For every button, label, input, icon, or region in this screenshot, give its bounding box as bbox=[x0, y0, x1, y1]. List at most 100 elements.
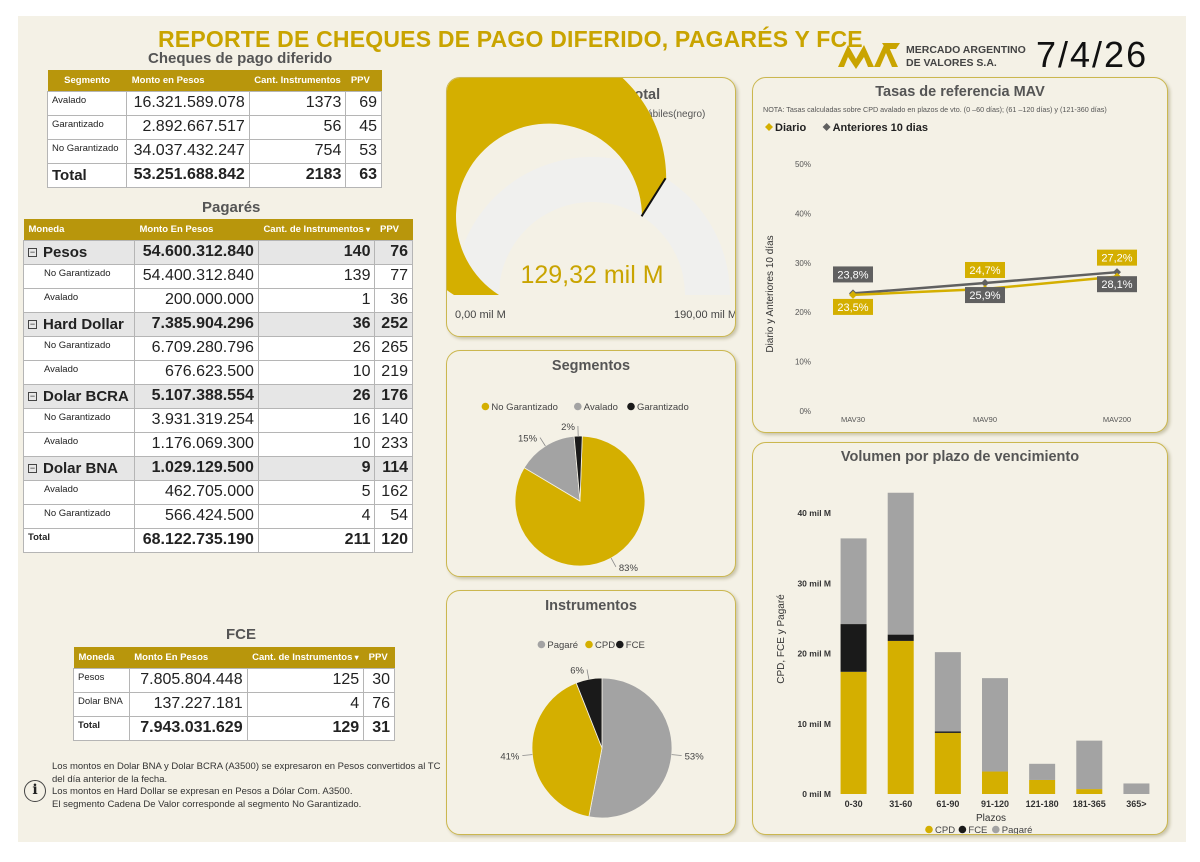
column-header: PPV bbox=[363, 647, 395, 668]
column-header: Monto En Pesos bbox=[134, 219, 259, 240]
row-label-text: No Garantizado bbox=[44, 339, 111, 351]
column-header: Moneda bbox=[23, 219, 135, 240]
x-tick-label: MAV30 bbox=[841, 415, 865, 424]
row-label: − Hard Dollar bbox=[22, 311, 136, 337]
collapse-icon[interactable]: − bbox=[28, 318, 37, 329]
pie-data-label: 41% bbox=[500, 752, 520, 763]
row-label-text: Pesos bbox=[78, 671, 105, 683]
cant-cell: 129 bbox=[246, 715, 365, 741]
ppv-cell: 54 bbox=[374, 503, 413, 529]
ppv-cell: 31 bbox=[363, 715, 395, 741]
monto-cell: 68.122.735.190 bbox=[134, 527, 259, 553]
segmentos-pie-chart: No Garantizado Avalado Garantizado 83% 15% 2% bbox=[481, 402, 689, 574]
stacked-bar-segment bbox=[1029, 779, 1056, 794]
cant-cell: 125 bbox=[246, 667, 365, 693]
ppv-cell: 162 bbox=[374, 479, 413, 505]
column-header: Monto En Pesos bbox=[129, 647, 248, 668]
row-label: − Pesos bbox=[22, 239, 136, 265]
legend-label: Anteriores 10 dias bbox=[833, 122, 928, 134]
legend-swatch bbox=[992, 825, 1000, 834]
total-row: Total 53.251.688.842 2183 63 bbox=[46, 162, 382, 188]
sort-desc-icon[interactable]: ▾ bbox=[363, 224, 370, 234]
cant-cell: 754 bbox=[248, 138, 347, 164]
ppv-cell: 63 bbox=[345, 162, 382, 188]
legend-marker bbox=[822, 123, 831, 131]
row-label: Pesos bbox=[73, 667, 130, 693]
monto-cell: 54.400.312.840 bbox=[134, 263, 259, 289]
logo-line1: MERCADO ARGENTINO bbox=[906, 44, 1026, 56]
ppv-cell: 265 bbox=[374, 335, 413, 361]
legend-swatch bbox=[925, 825, 933, 834]
y-tick-label: 20 mil M bbox=[797, 649, 831, 659]
cheques-title: Cheques de pago diferido bbox=[148, 50, 333, 67]
ppv-cell: 76 bbox=[363, 691, 395, 717]
row-label-text: Dolar BNA bbox=[78, 695, 123, 707]
monto-cell: 6.709.280.796 bbox=[134, 335, 259, 361]
stacked-bar-segment bbox=[1076, 740, 1103, 790]
series-marker bbox=[1113, 268, 1121, 277]
gauge-panel: Volumen diario total Diario(dorado) vs A… bbox=[446, 77, 736, 337]
table-row: Pesos 7.805.804.448 125 30 bbox=[73, 667, 395, 693]
total-row: Total 68.122.735.190 211 120 bbox=[22, 527, 413, 553]
stacked-bar-segment bbox=[887, 492, 914, 635]
stacked-bar-segment bbox=[840, 624, 867, 672]
y-tick-label: 40 mil M bbox=[797, 508, 831, 518]
ppv-cell: 176 bbox=[374, 383, 413, 409]
row-label-text: Avalado bbox=[44, 291, 79, 303]
pagares-table: Moneda Monto En Pesos Cant. de Instrumento… bbox=[22, 219, 413, 553]
legend-label: CPD bbox=[595, 640, 615, 651]
row-label: No Garantizado bbox=[22, 407, 136, 433]
pie-leader-line bbox=[522, 754, 533, 756]
collapse-icon[interactable]: − bbox=[28, 462, 37, 473]
monto-cell: 7.805.804.448 bbox=[128, 667, 248, 693]
legend-label: FCE bbox=[968, 825, 987, 835]
tasas-title: Tasas de referencia MAV bbox=[875, 84, 1045, 100]
pie-leader-line bbox=[610, 557, 617, 568]
column-header: PPV bbox=[345, 70, 382, 91]
y-tick-label: 20% bbox=[795, 308, 811, 317]
x-tick-label: 121-180 bbox=[1026, 799, 1059, 809]
row-label: Avalado bbox=[22, 479, 136, 505]
stacked-bar-segment bbox=[982, 678, 1008, 772]
stacked-bar-segment bbox=[887, 640, 914, 794]
stacked-bar-segment bbox=[982, 771, 1008, 794]
collapse-icon[interactable]: − bbox=[28, 246, 37, 257]
pie-data-label: 6% bbox=[570, 665, 584, 676]
gauge-track bbox=[454, 157, 730, 295]
y-tick-label: 10 mil M bbox=[797, 719, 831, 729]
ppv-cell: 76 bbox=[374, 239, 413, 265]
cant-cell: 56 bbox=[248, 114, 347, 140]
stacked-bar-segment bbox=[1076, 789, 1103, 794]
y-tick-label: 0% bbox=[799, 407, 811, 416]
table-row: No Garantizado 3.931.319.254 16 140 bbox=[22, 407, 413, 433]
monto-cell: 1.176.069.300 bbox=[134, 431, 259, 457]
cant-cell: 16 bbox=[257, 407, 376, 433]
gauge-min-label: 0,00 mil M bbox=[455, 309, 506, 321]
legend-label: Garantizado bbox=[637, 402, 689, 413]
cant-cell: 26 bbox=[257, 383, 376, 409]
cant-cell: 10 bbox=[257, 359, 376, 385]
pie-slice bbox=[573, 435, 583, 502]
sort-desc-icon[interactable]: ▾ bbox=[352, 652, 359, 662]
monto-cell: 137.227.181 bbox=[128, 691, 248, 717]
report-date: 7/4/26 bbox=[1036, 34, 1149, 75]
stacked-bar-segment bbox=[840, 538, 867, 625]
gauge-chart: Diario(dorado) vs Anteriores 10 días háb… bbox=[447, 78, 735, 321]
collapse-icon[interactable]: − bbox=[28, 390, 37, 401]
cant-cell: 5 bbox=[257, 479, 376, 505]
row-label-text: Avalado bbox=[44, 483, 79, 495]
pie-data-label: 53% bbox=[685, 752, 705, 763]
table-row: Avalado 1.176.069.300 10 233 bbox=[22, 431, 413, 457]
table-row: Avalado 200.000.000 1 36 bbox=[22, 287, 413, 313]
column-header: PPV bbox=[374, 219, 413, 240]
group-row: − Dolar BCRA 5.107.388.554 26 176 bbox=[22, 383, 413, 409]
segmentos-panel: Segmentos No Garantizado Avalado Garantiza… bbox=[446, 350, 736, 577]
x-tick-label: 61-90 bbox=[936, 799, 959, 809]
ppv-cell: 120 bbox=[374, 527, 413, 553]
stacked-bar-segment bbox=[934, 732, 961, 794]
group-row: − Hard Dollar 7.385.904.296 36 252 bbox=[22, 311, 413, 337]
stacked-bar-segment bbox=[934, 731, 961, 733]
monto-cell: 1.029.129.500 bbox=[134, 455, 259, 481]
table-row: No Garantizado 54.400.312.840 139 77 bbox=[22, 263, 413, 289]
cant-cell: 211 bbox=[257, 527, 376, 553]
